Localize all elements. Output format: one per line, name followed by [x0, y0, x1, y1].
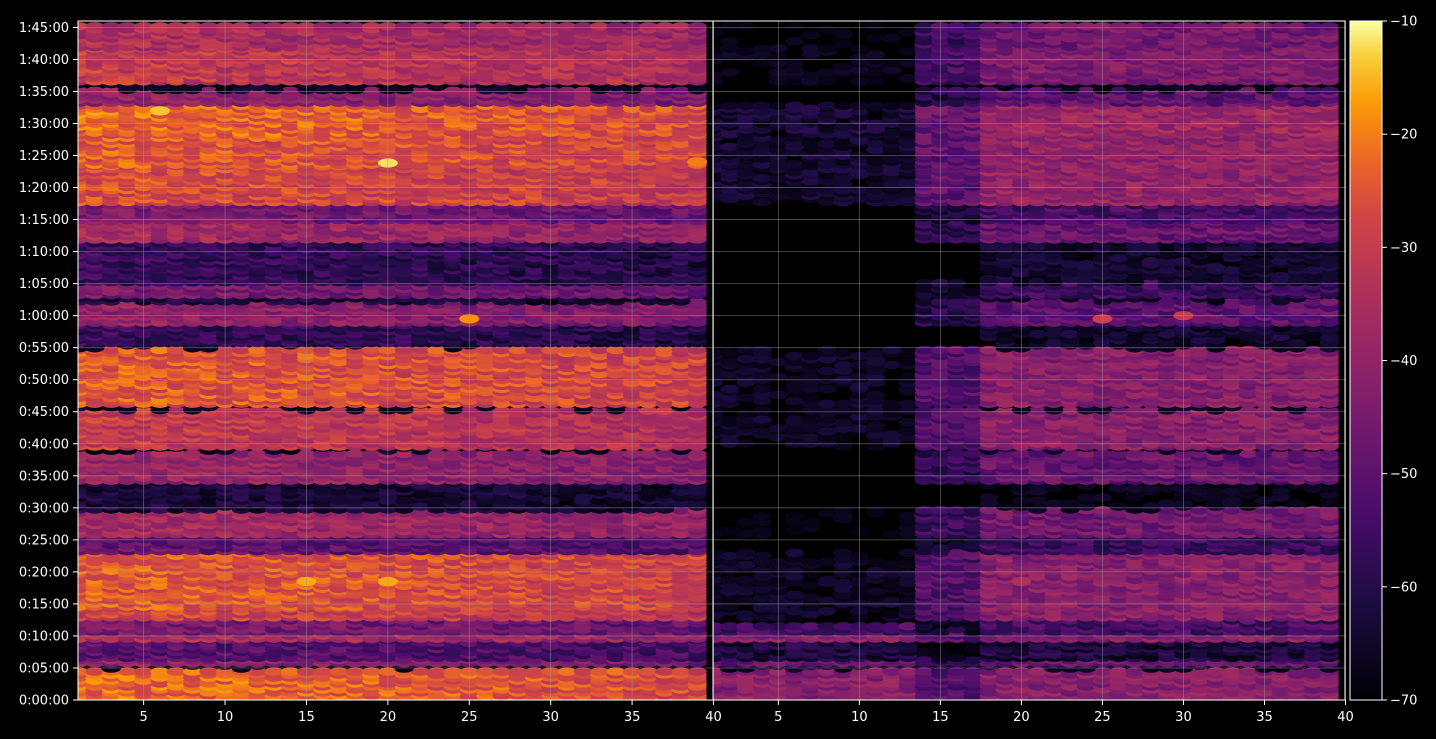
heatmap-cell — [329, 667, 349, 676]
heatmap-cell — [443, 449, 463, 458]
left-panel-heatmap — [78, 22, 708, 700]
heatmap-cell — [231, 449, 251, 458]
heatmap-cell — [280, 667, 300, 676]
heatmap-cell — [655, 487, 675, 496]
heatmap-cell — [638, 487, 658, 496]
heatmap-cell — [573, 493, 593, 502]
heatmap-cell — [183, 667, 202, 676]
heatmap-cell — [590, 667, 609, 676]
heatmap-cell — [345, 667, 365, 676]
heatmap-cell — [557, 667, 577, 676]
heatmap-cell — [85, 667, 105, 676]
heatmap-cell — [183, 449, 202, 458]
heatmap-cell — [362, 667, 382, 676]
heatmap-cell — [655, 449, 675, 458]
heatmap-cell — [606, 449, 626, 458]
heatmap-cell — [248, 449, 268, 458]
heatmap-cell — [150, 667, 170, 676]
heatmap-cell — [427, 667, 447, 676]
heatmap-cell — [427, 496, 447, 505]
heatmap-cell — [524, 667, 544, 676]
heatmap-cell — [606, 667, 626, 676]
heatmap-cell — [524, 449, 544, 458]
heatmap-cell — [492, 449, 512, 458]
heatmap-cell — [655, 667, 675, 676]
heatmap-cell — [410, 667, 430, 676]
heatmap-cell — [248, 667, 268, 676]
heatmap-cell — [638, 667, 658, 676]
heatmap-cell — [638, 449, 658, 458]
heatmap-cell — [199, 667, 219, 676]
heatmap-cell — [117, 667, 137, 676]
heatmap-cell — [508, 449, 528, 458]
heatmap-cell — [476, 667, 496, 676]
heatmap-cell — [443, 667, 463, 676]
heatmap-cell — [394, 496, 414, 505]
heatmap-cell — [508, 667, 528, 676]
heatmap-cell — [78, 667, 88, 676]
heatmap-cell — [687, 449, 707, 458]
heatmap-cell — [557, 505, 577, 514]
heatmap-cell — [492, 667, 512, 676]
heatmap-cell — [573, 667, 593, 676]
heatmap-cell — [410, 502, 430, 511]
heatmap-cell — [671, 667, 691, 676]
heatmap-cell — [166, 667, 186, 676]
heatmap-cell — [345, 449, 365, 458]
heatmap-cell — [427, 449, 447, 458]
heatmap-cell — [362, 449, 382, 458]
heatmap-cell — [687, 667, 707, 676]
heatmap-cell — [638, 505, 658, 514]
heatmap-cell — [313, 667, 333, 676]
heatmap-cell — [264, 667, 284, 676]
